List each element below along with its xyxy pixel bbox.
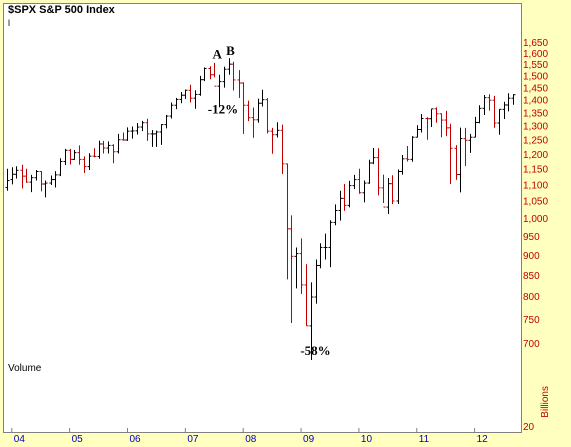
volume-panel-label: Volume <box>8 363 42 374</box>
annotation-label: A <box>212 46 222 61</box>
x-tick-label: 09 <box>303 434 315 445</box>
y-tick-label: 1,600 <box>523 49 548 60</box>
y-tick-label: 1,500 <box>523 71 548 82</box>
y-tick-label: 1,150 <box>523 165 548 176</box>
y-tick-label: 1,400 <box>523 96 548 107</box>
title-marker: l <box>8 18 10 28</box>
y-tick-label: 800 <box>523 292 540 303</box>
x-tick-label: 07 <box>187 434 199 445</box>
annotation-label: B <box>226 43 235 58</box>
y-tick-label: 700 <box>523 339 540 350</box>
x-tick-label: 10 <box>361 434 373 445</box>
volume-tick-label: 20 <box>523 422 535 433</box>
y-tick-label: 950 <box>523 232 540 243</box>
x-tick-label: 11 <box>419 434 430 445</box>
y-tick-label: 750 <box>523 315 540 326</box>
x-tick-label: 04 <box>14 434 26 445</box>
y-tick-label: 1,250 <box>523 135 548 146</box>
y-tick-label: 1,450 <box>523 83 548 94</box>
y-tick-label: 1,550 <box>523 60 548 71</box>
y-tick-label: 1,050 <box>523 197 548 208</box>
y-tick-label: 1,100 <box>523 180 548 191</box>
y-tick-label: 850 <box>523 271 540 282</box>
y-tick-label: 1,300 <box>523 122 548 133</box>
y-tick-label: 1,200 <box>523 150 548 161</box>
y-tick-label: 1,000 <box>523 214 548 225</box>
x-tick-label: 12 <box>477 434 489 445</box>
x-tick-label: 06 <box>129 434 141 445</box>
chart-title: $SPX S&P 500 Index <box>8 4 115 16</box>
y-tick-label: 900 <box>523 251 540 262</box>
plot-area <box>3 3 522 433</box>
y-tick-label: 1,350 <box>523 108 548 119</box>
x-tick-label: 08 <box>245 434 257 445</box>
annotation-label: -58% <box>300 343 330 358</box>
y-tick-label: 1,650 <box>523 38 548 49</box>
x-tick-label: 05 <box>72 434 84 445</box>
annotation-label: -12% <box>208 102 238 117</box>
